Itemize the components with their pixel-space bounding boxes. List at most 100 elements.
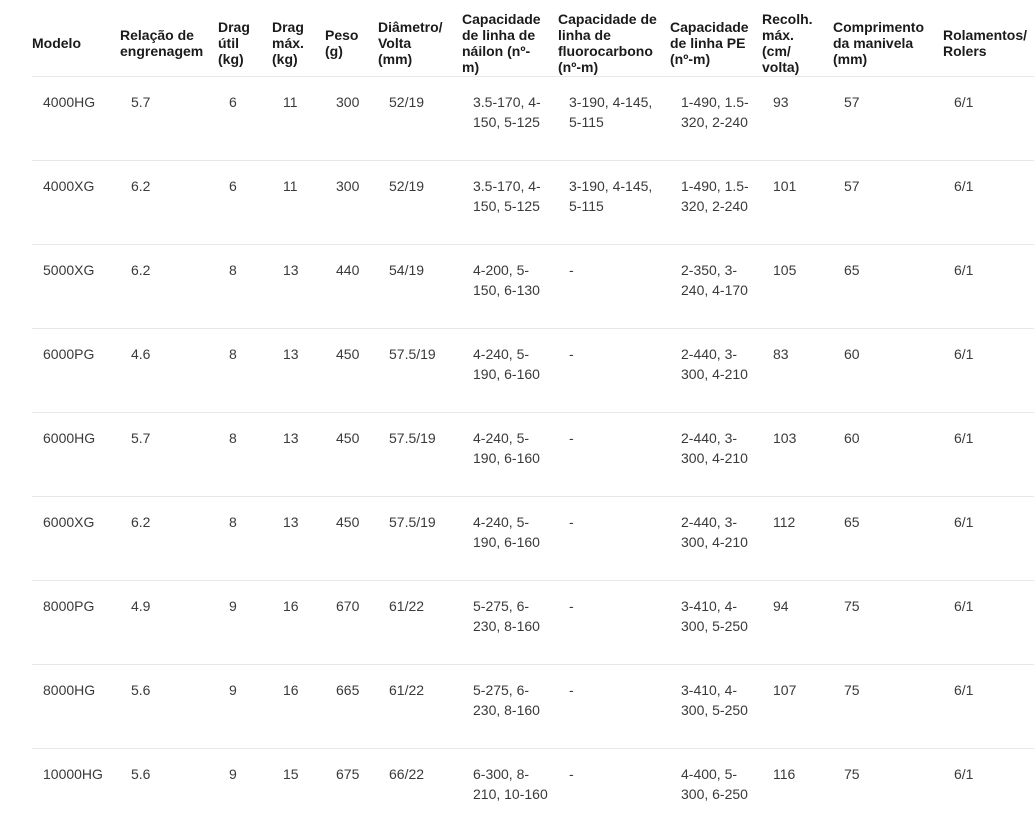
column-header-recolhimento-max: Recolh. máx. (cm/​volta) [762, 0, 833, 77]
cell-relacao-engrenagem: 5.7 [120, 411, 218, 496]
cell-comprimento-manivela: 60 [833, 411, 943, 496]
cell-recolhimento-max: 112 [762, 495, 833, 580]
cell-comprimento-manivela: 75 [833, 663, 943, 748]
cell-capacidade-linha-fluorocarbono: 3-190, 4-145, 5-115 [569, 93, 653, 130]
cell-comprimento-manivela: 75 [833, 747, 943, 832]
cell-capacidade-linha-pe: 3-410, 4-300, 5-250 [670, 579, 762, 664]
cell-recolhimento-max: 105 [762, 243, 833, 328]
column-header-capacidade-linha-pe: Capacidade de linha PE (nº-m) [670, 0, 762, 77]
cell-diametro-volta: 54/19 [378, 243, 462, 328]
cell-capacidade-linha-nailon: 6-300, 8-210, 10-160 [462, 747, 558, 832]
table-row-6000PG: 6000PG 4.6 8 13 450 57.5/19 4-240, 5-190, 6-16… [32, 327, 1034, 412]
cell-modelo: 6000XG [32, 495, 120, 580]
cell-capacidade-linha-fluorocarbono: - [558, 243, 670, 328]
cell-relacao-engrenagem: 6.2 [120, 243, 218, 328]
cell-diametro-volta: 57.5/19 [378, 411, 462, 496]
cell-recolhimento-max: 101 [762, 159, 833, 244]
cell-capacidade-linha-pe: 2-440, 3-300, 4-210 [670, 327, 762, 412]
cell-rolamentos-rolers: 6/1 [943, 243, 1034, 328]
table-body: 4000HG 5.7 6 11 300 52/19 3.5-170, 4-150, 5-12… [32, 76, 1034, 832]
column-header-capacidade-linha-fluorocarbono: Capacidade de linha de fluorocarbono (nº… [558, 0, 670, 77]
cell-modelo: 6000HG [32, 411, 120, 496]
cell-capacidade-linha-nailon: 3.5-170, 4-150, 5-125 [473, 93, 541, 130]
cell-relacao-engrenagem: 5.6 [120, 663, 218, 748]
cell-drag-max: 13 [272, 411, 325, 496]
table-row-6000XG: 6000XG 6.2 8 13 450 57.5/19 4-240, 5-190, 6-16… [32, 495, 1034, 580]
cell-modelo: 4000XG [32, 159, 120, 244]
cell-modelo: 8000HG [32, 663, 120, 748]
cell-comprimento-manivela: 60 [833, 327, 943, 412]
cell-comprimento-manivela: 65 [833, 243, 943, 328]
cell-capacidade-linha-fluorocarbono: - [558, 747, 670, 832]
cell-capacidade-linha-nailon: 4-240, 5-190, 6-160 [462, 411, 558, 496]
cell-modelo: 10000HG [32, 747, 120, 832]
cell-diametro-volta: 57.5/19 [378, 495, 462, 580]
cell-capacidade-linha-nailon: 5-275, 6-230, 8-160 [462, 663, 558, 748]
cell-modelo: 8000PG [32, 579, 120, 664]
column-header-rolamentos-rolers: Rolamentos/​Rolers [943, 0, 1034, 77]
cell-drag-max: 16 [272, 663, 325, 748]
cell-comprimento-manivela: 75 [833, 579, 943, 664]
cell-relacao-engrenagem: 4.9 [120, 579, 218, 664]
cell-relacao-engrenagem: 4.6 [120, 327, 218, 412]
cell-capacidade-linha-pe: 2-350, 3-240, 4-170 [670, 243, 762, 328]
cell-drag-max: 13 [272, 243, 325, 328]
cell-capacidade-linha-fluorocarbono: - [558, 327, 670, 412]
cell-peso: 450 [325, 495, 378, 580]
cell-comprimento-manivela: 57 [844, 93, 860, 110]
cell-modelo: 4000HG [43, 93, 96, 110]
cell-diametro-volta: 52/19 [378, 159, 462, 244]
cell-capacidade-linha-fluorocarbono: - [558, 495, 670, 580]
cell-relacao-engrenagem: 5.6 [120, 747, 218, 832]
cell-capacidade-linha-fluorocarbono: - [558, 663, 670, 748]
cell-drag-max: 11 [283, 93, 298, 110]
table-row-10000HG: 10000HG 5.6 9 15 675 66/22 6-300, 8-210, 10-16… [32, 747, 1034, 832]
cell-capacidade-linha-fluorocarbono: - [558, 579, 670, 664]
cell-capacidade-linha-nailon: 4-240, 5-190, 6-160 [462, 327, 558, 412]
cell-rolamentos-rolers: 6/1 [943, 327, 1034, 412]
table-row-4000HG: 4000HG 5.7 6 11 300 52/19 3.5-170, 4-150, 5-12… [32, 76, 1034, 160]
column-header-drag-max: Drag máx. (kg) [272, 0, 325, 77]
cell-diametro-volta: 57.5/19 [378, 327, 462, 412]
table-row-4000XG: 4000XG 6.2 6 11 300 52/19 3.5-170, 4-150, 5-12… [32, 159, 1034, 244]
cell-peso: 300 [336, 93, 360, 110]
column-header-comprimento-manivela: Comprimento da manivela (mm) [833, 0, 943, 77]
cell-recolhimento-max: 107 [762, 663, 833, 748]
cell-drag-util: 9 [218, 747, 272, 832]
cell-capacidade-linha-fluorocarbono: 3-190, 4-145, 5-115 [558, 159, 670, 244]
cell-capacidade-linha-pe: 4-400, 5-300, 6-250 [670, 747, 762, 832]
cell-recolhimento-max: 103 [762, 411, 833, 496]
cell-rolamentos-rolers: 6/1 [943, 495, 1034, 580]
cell-drag-util: 8 [218, 495, 272, 580]
cell-capacidade-linha-nailon: 5-275, 6-230, 8-160 [462, 579, 558, 664]
cell-relacao-engrenagem: 6.2 [120, 495, 218, 580]
column-header-peso: Peso (g) [325, 0, 378, 77]
cell-relacao-engrenagem: 5.7 [131, 93, 151, 110]
table-row-5000XG: 5000XG 6.2 8 13 440 54/19 4-200, 5-150, 6-130-… [32, 243, 1034, 328]
column-header-modelo: Modelo [32, 0, 120, 77]
cell-drag-util: 8 [218, 243, 272, 328]
cell-drag-max: 13 [272, 327, 325, 412]
cell-recolhimento-max: 116 [762, 747, 833, 832]
cell-capacidade-linha-fluorocarbono: - [558, 411, 670, 496]
reel-specs-table: Modelo Relação de engrenagem Drag útil (kg… [32, 0, 1034, 832]
cell-drag-util: 9 [218, 579, 272, 664]
cell-capacidade-linha-nailon: 4-240, 5-190, 6-160 [462, 495, 558, 580]
cell-peso: 450 [325, 411, 378, 496]
column-header-relacao-engrenagem: Relação de engrenagem [120, 0, 218, 77]
cell-rolamentos-rolers: 6/1 [954, 93, 974, 110]
header-row: Modelo Relação de engrenagem Drag útil (kg… [32, 0, 1034, 77]
cell-drag-util: 6 [218, 159, 272, 244]
cell-diametro-volta: 52/19 [389, 93, 425, 110]
cell-drag-max: 13 [272, 495, 325, 580]
cell-modelo: 6000PG [32, 327, 120, 412]
cell-rolamentos-rolers: 6/1 [943, 159, 1034, 244]
cell-drag-util: 9 [218, 663, 272, 748]
cell-peso: 665 [325, 663, 378, 748]
cell-rolamentos-rolers: 6/1 [943, 663, 1034, 748]
table-row-8000PG: 8000PG 4.9 9 16 670 61/22 5-275, 6-230, 8-160-… [32, 579, 1034, 664]
cell-capacidade-linha-nailon: 3.5-170, 4-150, 5-125 [462, 159, 558, 244]
cell-capacidade-linha-nailon: 4-200, 5-150, 6-130 [462, 243, 558, 328]
cell-capacidade-linha-pe: 1-490, 1.5-320, 2-240 [681, 93, 749, 130]
